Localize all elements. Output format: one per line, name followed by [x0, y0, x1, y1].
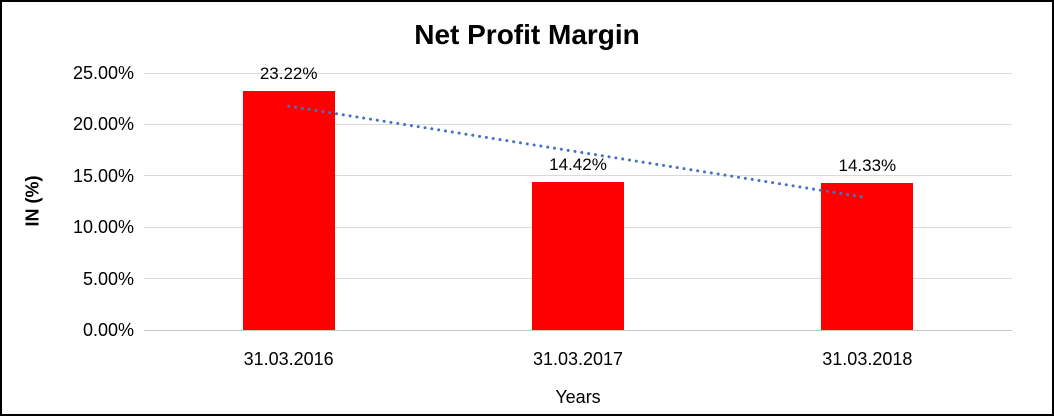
- bar: [242, 91, 335, 330]
- bar-value-label: 14.33%: [838, 155, 897, 175]
- x-category-label: 31.03.2017: [532, 349, 624, 369]
- bar: [821, 182, 914, 330]
- y-tick-label: 5.00%: [82, 268, 134, 289]
- y-tick-label: 10.00%: [72, 217, 134, 238]
- x-axis-title: Years: [555, 387, 601, 407]
- chart-title: Net Profit Margin: [414, 19, 640, 50]
- gridline: [144, 329, 1012, 331]
- x-category-label: 31.03.2018: [822, 349, 913, 369]
- bar: [532, 181, 624, 330]
- x-category-label: 31.03.2016: [243, 349, 334, 369]
- y-tick-label: 15.00%: [72, 165, 134, 186]
- bar-value-label: 23.22%: [259, 64, 318, 84]
- gridline: [144, 72, 1012, 74]
- y-tick-label: 20.00%: [72, 114, 134, 135]
- y-tick-label: 25.00%: [72, 63, 134, 83]
- bar-value-label: 14.42%: [549, 154, 607, 174]
- y-tick-label: 0.00%: [82, 320, 134, 340]
